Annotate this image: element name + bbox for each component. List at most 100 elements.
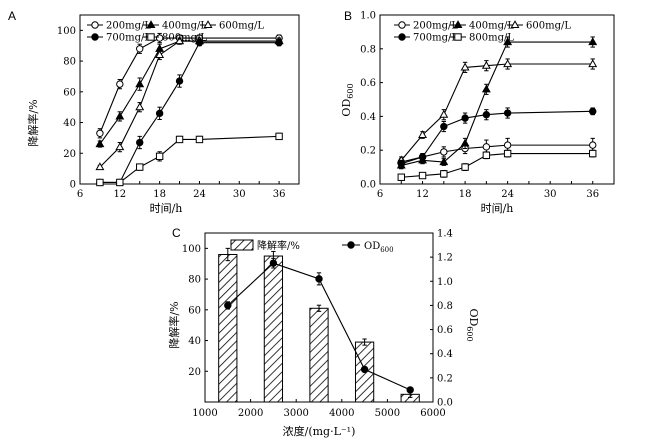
bar xyxy=(309,307,329,403)
y-tick-label: 20 xyxy=(63,149,76,160)
plot-frame xyxy=(79,14,300,185)
od-point xyxy=(360,365,369,374)
x-tick-label: 3000 xyxy=(283,408,308,419)
data-point xyxy=(155,34,164,42)
panel-a: A 降解率/% 时间/h 6 12 18 24 30 36 0 20 40 60 80 100 200m… xyxy=(8,9,300,215)
data-point xyxy=(482,151,491,159)
y2-tick-label: 0.6 xyxy=(437,325,453,336)
data-point xyxy=(116,178,124,187)
legend-item: 400mg/L xyxy=(450,20,514,32)
series-700mg/L xyxy=(96,38,283,187)
legend-item: 600mg/L xyxy=(200,20,264,32)
data-point xyxy=(503,109,512,117)
panel-b-label: B xyxy=(344,9,352,23)
legend-item: 700mg/L xyxy=(87,33,151,44)
data-point xyxy=(155,152,164,161)
y-tick-label: 40 xyxy=(188,336,201,347)
legend-marker xyxy=(91,21,99,29)
y-tick-label: 1.0 xyxy=(360,11,376,22)
legend-marker xyxy=(347,241,355,249)
y-tick-label: 100 xyxy=(182,244,201,255)
panel-c-y2label: OD600 xyxy=(465,308,480,341)
data-point xyxy=(96,178,104,187)
legend-marker xyxy=(510,20,520,29)
data-point xyxy=(439,157,449,166)
data-point xyxy=(397,173,405,181)
legend-label: OD600 xyxy=(364,241,394,254)
data-point xyxy=(481,84,491,93)
data-point xyxy=(418,153,427,161)
legend: 200mg/L 400mg/L 600mg/L 700mg/L 800mg/L xyxy=(394,20,571,44)
legend-item: 200mg/L xyxy=(87,21,151,32)
legend: 200mg/L 400mg/L 600mg/L 700mg/L 800mg/L xyxy=(87,20,264,44)
legend-marker xyxy=(454,33,462,41)
od-point xyxy=(406,386,414,394)
data-point xyxy=(135,79,145,88)
legend-item: 200mg/L xyxy=(394,21,458,32)
x-tick-label: 24 xyxy=(501,189,514,200)
panel-b: B OD600 时间/h 6 12 18 24 30 36 0.0 0.2 0.4 0.6 0.8 1… xyxy=(340,9,615,215)
panel-b-ylabel: OD600 xyxy=(340,83,355,116)
y2-tick-label: 0.8 xyxy=(437,301,453,312)
x-tick-label: 24 xyxy=(193,189,206,200)
x-tick-label: 6000 xyxy=(420,408,445,419)
y-tick-label: 100 xyxy=(57,26,76,37)
data-point xyxy=(588,59,598,68)
data-point xyxy=(589,141,597,149)
panel-a-xlabel: 时间/h xyxy=(150,202,183,215)
legend-marker xyxy=(453,20,463,29)
series-line xyxy=(99,40,280,145)
legend-item: 800mg/L xyxy=(450,33,514,44)
data-point xyxy=(440,148,448,156)
bar-error-bar xyxy=(225,247,230,262)
legend-marker xyxy=(91,33,99,41)
y2-tick-label: 0.2 xyxy=(437,373,453,384)
y-tick-label: 0 xyxy=(70,180,76,191)
x-tick-label: 30 xyxy=(544,189,557,200)
y-tick-label: 0.6 xyxy=(360,78,376,89)
y-tick-label: 80 xyxy=(188,275,201,286)
data-point xyxy=(588,37,598,46)
panel-c-ylabel: 降解率/% xyxy=(167,301,181,348)
data-point xyxy=(95,162,105,171)
x-tick-label: 18 xyxy=(153,189,166,200)
panel-a-plot: 6 12 18 24 30 36 0 20 40 60 80 100 200mg/L 400mg/L 600… xyxy=(57,14,300,200)
data-point xyxy=(418,130,428,139)
x-tick-label: 1000 xyxy=(192,408,217,419)
series-200mg/L xyxy=(96,32,283,139)
data-point xyxy=(503,37,513,46)
legend-marker xyxy=(203,20,213,29)
y-tick-label: 0.4 xyxy=(360,112,376,123)
data-point xyxy=(136,45,144,53)
plot-frame xyxy=(379,14,615,185)
panel-b-xlabel: 时间/h xyxy=(481,202,514,215)
data-point xyxy=(175,36,185,45)
od-point xyxy=(315,275,323,283)
data-point xyxy=(461,163,469,171)
y2-tick-label: 1.4 xyxy=(437,229,453,240)
data-point xyxy=(482,143,491,151)
data-point xyxy=(175,77,184,85)
legend-label: 700mg/L xyxy=(106,33,151,44)
panel-a-ylabel: 降解率/% xyxy=(26,99,40,146)
y2-tick-label: 0.0 xyxy=(437,398,453,409)
legend-bar-swatch xyxy=(230,239,254,251)
data-point xyxy=(503,149,512,158)
series-800mg/L xyxy=(96,132,283,187)
data-point xyxy=(116,80,124,88)
y-tick-label: 60 xyxy=(188,305,201,316)
x-tick-label: 6 xyxy=(77,189,83,200)
x-tick-label: 12 xyxy=(416,189,429,200)
od-series xyxy=(224,257,414,394)
od-point xyxy=(269,259,278,267)
legend-label: 700mg/L xyxy=(413,33,458,44)
data-point xyxy=(115,111,125,120)
series-800mg/L xyxy=(397,149,597,181)
y2-tick-label: 0.4 xyxy=(437,349,453,360)
data-point xyxy=(503,59,513,68)
panel-c: C 降解率/% OD600 浓度/(mg·L⁻¹) 1000 2000 3000 40… xyxy=(167,226,480,438)
bar-error-bar xyxy=(362,338,367,346)
data-point xyxy=(503,141,512,149)
x-tick-label: 2000 xyxy=(238,408,263,419)
